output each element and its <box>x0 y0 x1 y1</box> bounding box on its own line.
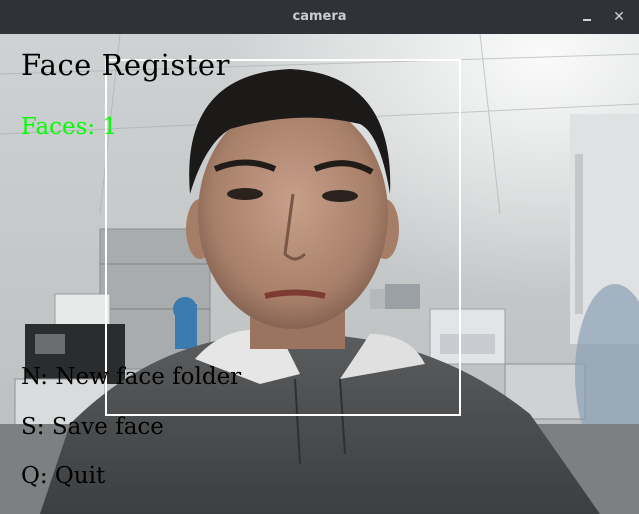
face-detection-box <box>105 59 461 416</box>
title-bar[interactable]: camera ✕ <box>0 0 639 34</box>
hint-new-face-folder: N: New face folder <box>21 364 242 390</box>
hint-save-face: S: Save face <box>21 414 164 440</box>
faces-count-label: Faces: 1 <box>21 114 118 140</box>
close-button[interactable]: ✕ <box>605 0 633 34</box>
minimize-icon <box>583 19 591 21</box>
minimize-button[interactable] <box>573 0 601 34</box>
overlay-title: Face Register <box>21 48 230 82</box>
camera-frame-image <box>0 34 639 514</box>
hint-quit: Q: Quit <box>21 463 106 489</box>
window-title: camera <box>292 9 347 24</box>
close-icon: ✕ <box>613 9 625 25</box>
camera-feed: Face Register Faces: 1 N: New face folde… <box>0 34 639 514</box>
